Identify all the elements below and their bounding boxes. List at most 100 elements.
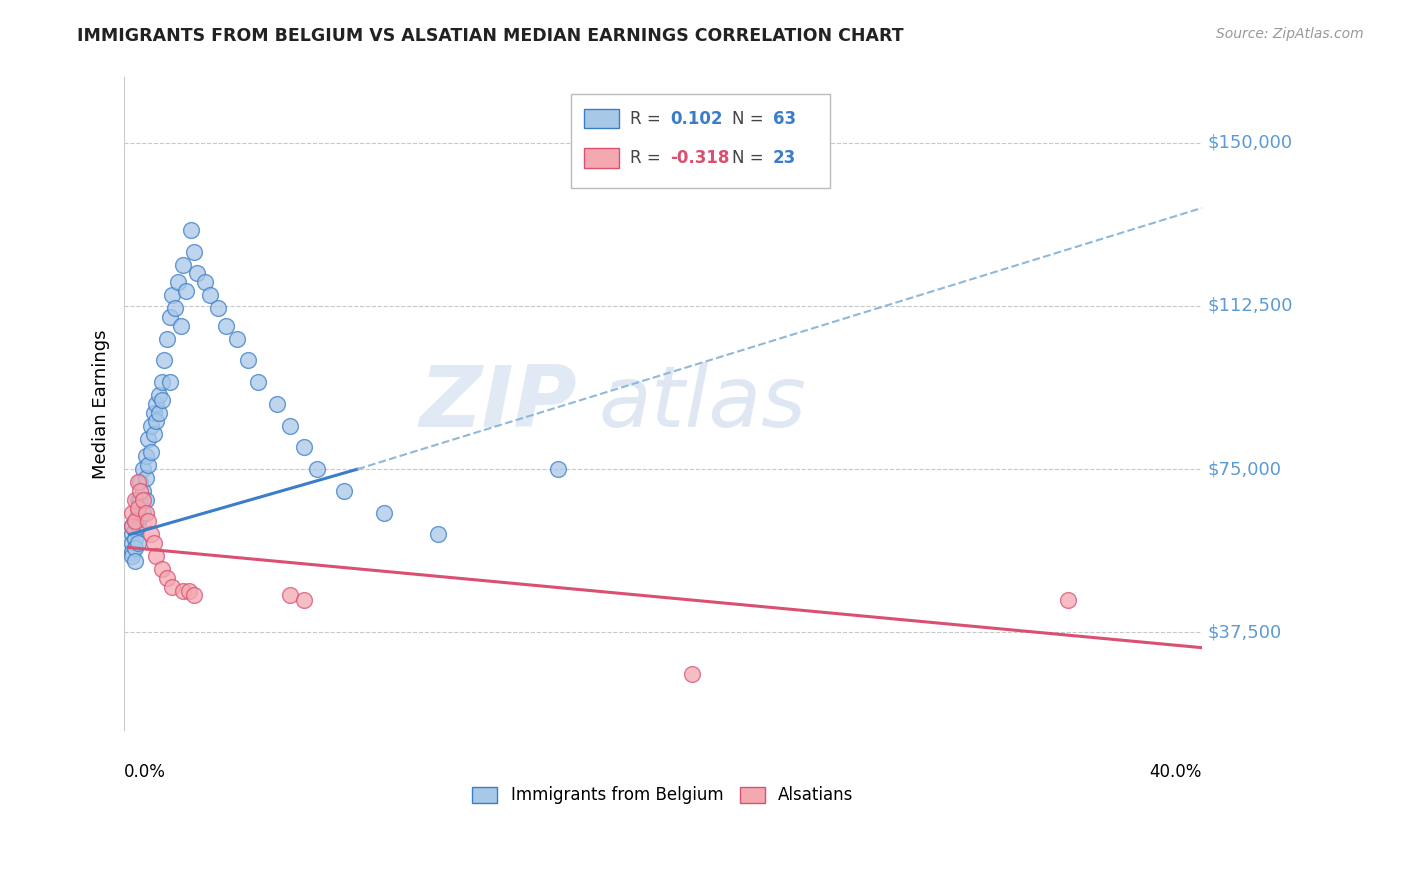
Text: R =: R = [630, 110, 665, 128]
Point [132, 462, 155, 476]
Point [247, 375, 270, 389]
Point [121, 506, 143, 520]
Point [132, 483, 155, 498]
Point [142, 427, 165, 442]
Point [124, 492, 146, 507]
Point [139, 418, 162, 433]
Text: Source: ZipAtlas.com: Source: ZipAtlas.com [1216, 27, 1364, 41]
Point [373, 506, 395, 520]
Point [127, 536, 149, 550]
Bar [571, 94, 830, 188]
Text: 0.0%: 0.0% [124, 763, 166, 781]
Point [148, 388, 170, 402]
Text: -0.318: -0.318 [671, 149, 730, 167]
Point [135, 506, 157, 520]
Point [148, 406, 170, 420]
Point [129, 483, 152, 498]
Point [124, 553, 146, 567]
Text: atlas: atlas [599, 362, 806, 445]
Text: 0.102: 0.102 [671, 110, 723, 128]
Point [132, 492, 155, 507]
Point [127, 506, 149, 520]
Point [156, 332, 179, 346]
Text: 23: 23 [773, 149, 796, 167]
Text: $150,000: $150,000 [1206, 134, 1292, 152]
Point [129, 475, 152, 490]
Point [183, 244, 205, 259]
Point [127, 492, 149, 507]
Point [215, 318, 238, 333]
Point [177, 584, 200, 599]
Point [121, 549, 143, 564]
Point [194, 275, 217, 289]
Point [266, 397, 288, 411]
Point [225, 332, 247, 346]
Point [124, 515, 146, 529]
Point [166, 275, 188, 289]
Point [129, 510, 152, 524]
Bar [585, 109, 619, 128]
Point [198, 288, 221, 302]
Point [139, 527, 162, 541]
Point [156, 571, 179, 585]
Point [1056, 592, 1078, 607]
Point [207, 301, 229, 315]
Point [280, 418, 302, 433]
Point [307, 462, 329, 476]
Legend: Immigrants from Belgium, Alsatians: Immigrants from Belgium, Alsatians [464, 778, 862, 813]
Text: $112,500: $112,500 [1206, 297, 1292, 315]
Text: R =: R = [630, 149, 665, 167]
Point [172, 584, 194, 599]
Text: $75,000: $75,000 [1206, 460, 1281, 478]
Point [145, 549, 167, 564]
Point [547, 462, 569, 476]
Point [165, 301, 187, 315]
Point [127, 518, 149, 533]
Point [138, 432, 160, 446]
Point [159, 310, 181, 324]
Point [121, 527, 143, 541]
Point [292, 441, 315, 455]
Point [124, 532, 146, 546]
Point [153, 353, 176, 368]
Text: 63: 63 [773, 110, 796, 128]
Point [127, 475, 149, 490]
Point [174, 284, 197, 298]
Point [121, 545, 143, 559]
Point [150, 392, 173, 407]
Point [180, 223, 202, 237]
Point [138, 458, 160, 472]
Point [186, 266, 208, 280]
Point [135, 471, 157, 485]
Point [142, 536, 165, 550]
Text: N =: N = [733, 149, 769, 167]
Point [150, 375, 173, 389]
Point [139, 444, 162, 458]
Point [183, 589, 205, 603]
Point [162, 580, 184, 594]
Point [124, 523, 146, 537]
Point [280, 589, 302, 603]
Point [142, 406, 165, 420]
Text: N =: N = [733, 110, 769, 128]
Y-axis label: Median Earnings: Median Earnings [93, 329, 110, 479]
Point [426, 527, 449, 541]
Point [127, 501, 149, 516]
Point [150, 562, 173, 576]
Point [159, 375, 181, 389]
Point [135, 492, 157, 507]
Point [145, 397, 167, 411]
Point [333, 483, 356, 498]
Point [121, 536, 143, 550]
Point [124, 541, 146, 555]
Point [138, 515, 160, 529]
Point [236, 353, 259, 368]
Point [135, 449, 157, 463]
Text: 40.0%: 40.0% [1149, 763, 1202, 781]
Bar [585, 148, 619, 168]
Text: IMMIGRANTS FROM BELGIUM VS ALSATIAN MEDIAN EARNINGS CORRELATION CHART: IMMIGRANTS FROM BELGIUM VS ALSATIAN MEDI… [77, 27, 904, 45]
Point [124, 515, 146, 529]
Point [129, 492, 152, 507]
Point [162, 288, 184, 302]
Point [292, 592, 315, 607]
